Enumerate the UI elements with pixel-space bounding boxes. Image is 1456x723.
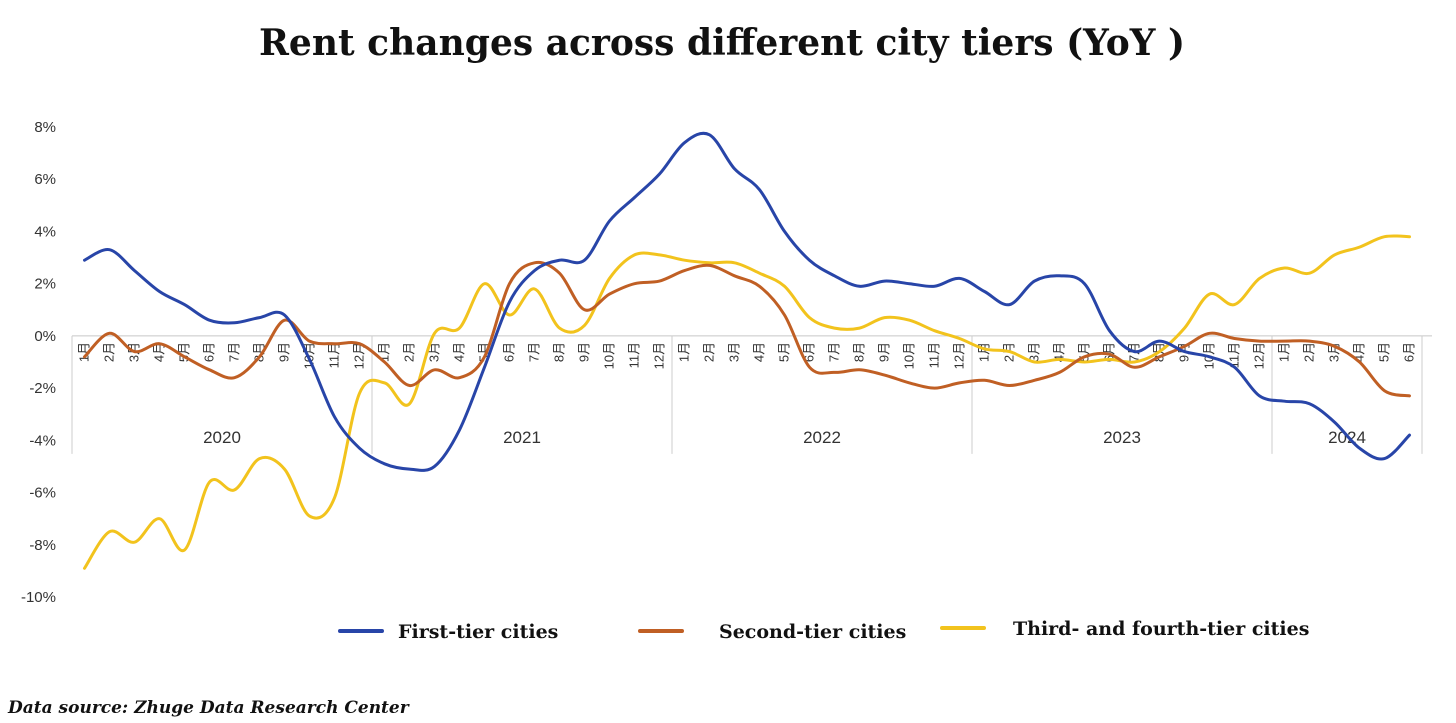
x-axis-table: 1月 2月 3月 4月 5月 6月 7月 8月 9月 10月 11月 12月 1月 2月 3月 4月 5月 6月 7… bbox=[71, 335, 1432, 454]
year-label: 2022 bbox=[803, 428, 841, 447]
y-tick-label: -8% bbox=[29, 537, 56, 554]
data-source: Data source: Zhuge Data Research Center bbox=[7, 698, 410, 718]
month-tick-label: 6月 bbox=[802, 342, 817, 362]
month-tick-label: 6月 bbox=[202, 342, 217, 362]
legend: First-tier cities Second-tier cities Thi… bbox=[338, 618, 1309, 643]
month-tick-label: 1月 bbox=[977, 342, 992, 362]
month-tick-label: 2月 bbox=[402, 342, 417, 362]
month-tick-label: 11月 bbox=[927, 342, 942, 369]
month-tick-label: 2月 bbox=[102, 342, 117, 362]
y-axis: 8% 6% 4% 2% 0% -2% -4% -6% -8% -10% bbox=[21, 119, 56, 606]
month-tick-label: 1月 bbox=[377, 342, 392, 362]
y-tick-label: -10% bbox=[21, 589, 56, 606]
y-tick-label: 6% bbox=[34, 171, 56, 188]
y-tick-label: 4% bbox=[34, 223, 56, 240]
month-tick-label: 5月 bbox=[1377, 342, 1392, 362]
month-tick-label: 12月 bbox=[1252, 342, 1267, 369]
plot-area bbox=[83, 131, 1411, 570]
year-label: 2023 bbox=[1103, 428, 1141, 447]
month-tick-label: 12月 bbox=[652, 342, 667, 369]
month-tick-label: 1月 bbox=[677, 342, 692, 362]
month-tick-label: 5月 bbox=[777, 342, 792, 362]
month-tick-label: 9月 bbox=[877, 342, 892, 362]
legend-label-third-fourth-tier: Third- and fourth-tier cities bbox=[1013, 618, 1309, 640]
y-tick-label: 2% bbox=[34, 276, 56, 293]
y-tick-label: 0% bbox=[34, 328, 56, 345]
month-tick-label: 12月 bbox=[352, 342, 367, 369]
y-tick-label: -6% bbox=[29, 485, 56, 502]
legend-label-second-tier: Second-tier cities bbox=[719, 621, 906, 643]
series-line-third-fourth-tier bbox=[83, 234, 1411, 570]
month-tick-label: 8月 bbox=[252, 342, 267, 362]
month-tick-label: 4月 bbox=[152, 342, 167, 362]
year-label: 2020 bbox=[203, 428, 241, 447]
month-tick-label: 7月 bbox=[827, 342, 842, 362]
month-tick-label: 9月 bbox=[577, 342, 592, 362]
month-tick-label: 6月 bbox=[1102, 342, 1117, 362]
month-tick-label: 1月 bbox=[77, 342, 92, 362]
series-line-first-tier bbox=[83, 131, 1411, 472]
month-tick-label: 11月 bbox=[1227, 342, 1242, 369]
y-tick-label: -2% bbox=[29, 380, 56, 397]
month-tick-label: 11月 bbox=[627, 342, 642, 369]
month-tick-label: 2月 bbox=[1302, 342, 1317, 362]
month-tick-label: 10月 bbox=[602, 342, 617, 369]
month-tick-label: 9月 bbox=[277, 342, 292, 362]
month-tick-label: 1月 bbox=[1277, 342, 1292, 362]
month-tick-label: 4月 bbox=[452, 342, 467, 362]
month-tick-label: 6月 bbox=[1402, 342, 1417, 362]
y-tick-label: -4% bbox=[29, 432, 56, 449]
chart-title: Rent changes across different city tiers… bbox=[259, 22, 1185, 64]
month-tick-label: 4月 bbox=[1052, 342, 1067, 362]
month-tick-label: 3月 bbox=[727, 342, 742, 362]
legend-label-first-tier: First-tier cities bbox=[398, 621, 558, 643]
month-tick-label: 4月 bbox=[752, 342, 767, 362]
month-tick-label: 10月 bbox=[902, 342, 917, 369]
year-label: 2021 bbox=[503, 428, 541, 447]
month-tick-label: 8月 bbox=[852, 342, 867, 362]
month-tick-label: 11月 bbox=[327, 342, 342, 369]
month-tick-label: 2月 bbox=[702, 342, 717, 362]
month-tick-label: 3月 bbox=[1027, 342, 1042, 362]
month-tick-label: 12月 bbox=[952, 342, 967, 369]
month-tick-label: 8月 bbox=[552, 342, 567, 362]
month-tick-label: 6月 bbox=[502, 342, 517, 362]
month-tick-label: 7月 bbox=[227, 342, 242, 362]
y-tick-label: 8% bbox=[34, 119, 56, 136]
series-line-second-tier bbox=[83, 260, 1411, 398]
month-tick-label: 7月 bbox=[527, 342, 542, 362]
